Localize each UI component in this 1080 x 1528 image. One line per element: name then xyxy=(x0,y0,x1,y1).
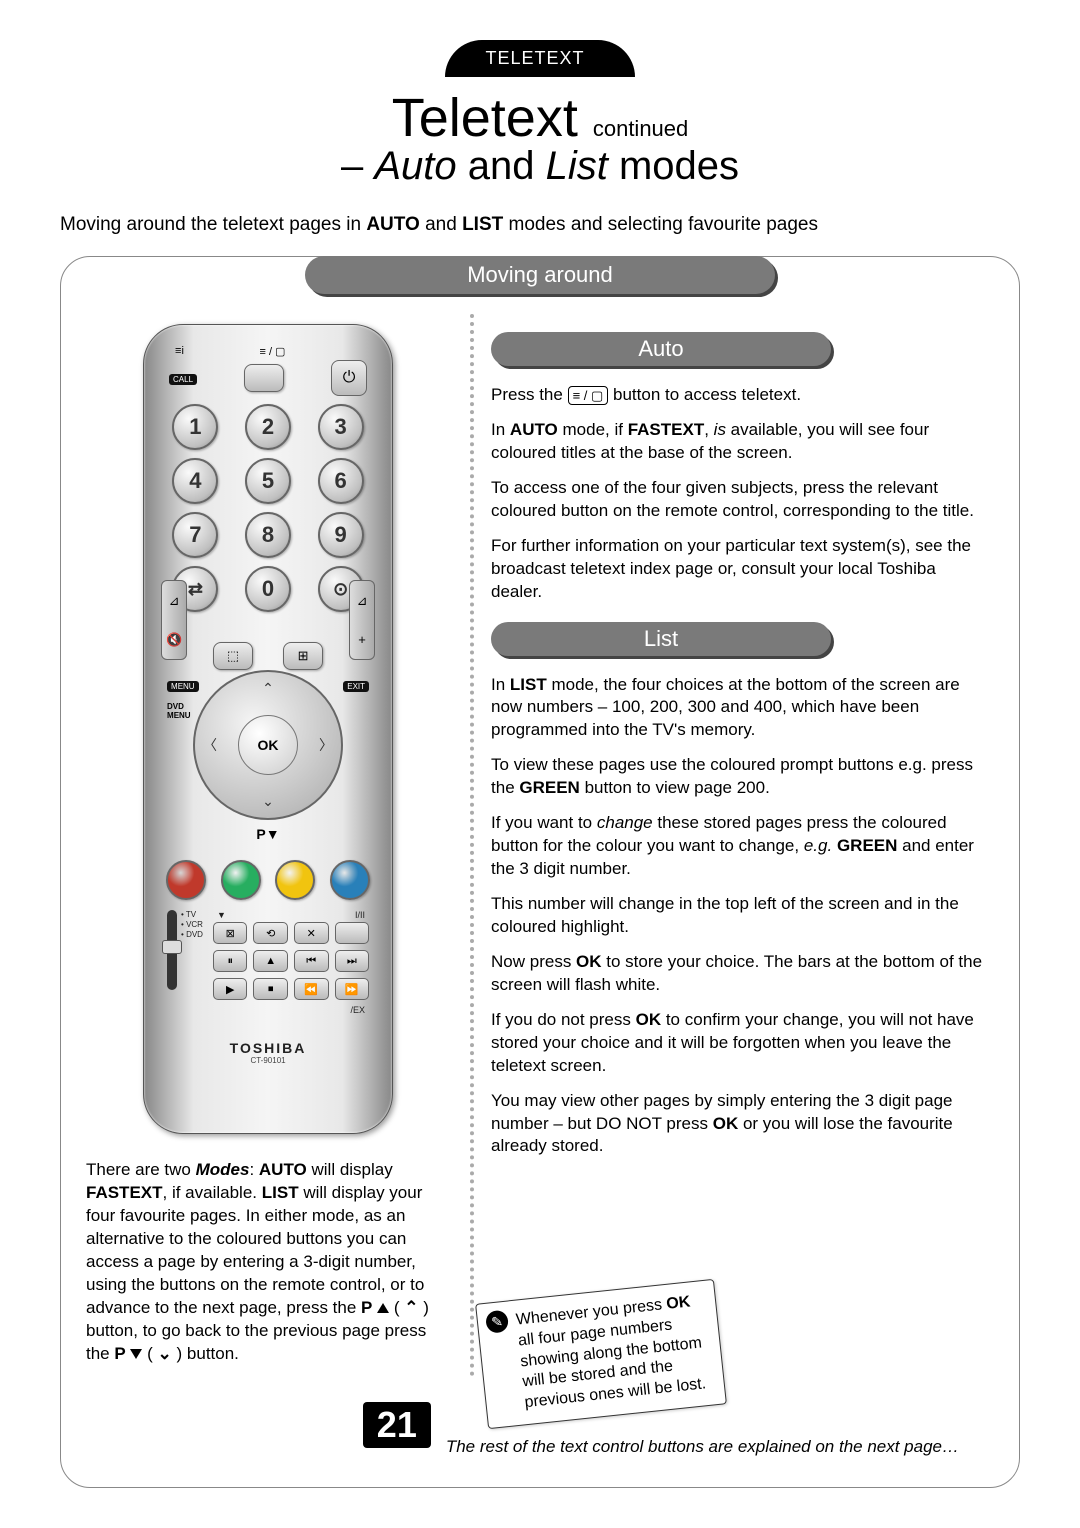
left-arrow-icon[interactable]: 〈 xyxy=(203,735,217,755)
label-info-icon: ≡i xyxy=(175,345,184,358)
transport-button-grid: ⊠ ⟲ ✕ ⏸ ▲ ⏮ ⏭ ▶ ⏹ ⏪ ⏩ xyxy=(213,922,369,1000)
digit-4-button[interactable]: 4 xyxy=(172,458,218,504)
small-button-1[interactable]: ⬚ xyxy=(213,642,253,670)
teletext-icon: ≡ / ▢ xyxy=(568,386,609,406)
stop-button[interactable]: ⏹ xyxy=(253,978,288,1000)
left-paragraph: There are two Modes: AUTO will display F… xyxy=(86,1159,450,1365)
prev-button[interactable]: ⏮ xyxy=(294,950,329,972)
blue-button[interactable] xyxy=(330,860,370,900)
digit-0-button[interactable]: 0 xyxy=(245,566,291,612)
page-number: 21 xyxy=(363,1402,431,1448)
device-slider[interactable] xyxy=(167,910,177,990)
power-button[interactable]: ⏻ xyxy=(331,360,367,396)
digit-8-button[interactable]: 8 xyxy=(245,512,291,558)
digit-2-button[interactable]: 2 xyxy=(245,404,291,450)
slider-labels: • TV• VCR• DVD xyxy=(181,910,203,1018)
section-tab: TELETEXT xyxy=(445,40,634,77)
green-button[interactable] xyxy=(221,860,261,900)
right-column: Auto Press the ≡ / ▢ button to access te… xyxy=(491,314,994,1377)
call-label: CALL xyxy=(169,374,197,385)
down-arrow-icon[interactable]: ⌄ xyxy=(262,793,274,810)
digit-9-button[interactable]: 9 xyxy=(318,512,364,558)
volume-down-button[interactable]: ⊿🔇 xyxy=(161,580,187,660)
continuation-note: The rest of the text control buttons are… xyxy=(446,1437,959,1457)
brand-area: TOSHIBA CT-90101 xyxy=(159,1040,377,1065)
p-down-label: P▼ xyxy=(159,826,377,842)
next-button[interactable]: ⏭ xyxy=(335,950,370,972)
digit-6-button[interactable]: 6 xyxy=(318,458,364,504)
list-pill: List xyxy=(491,622,831,656)
auto-pill: Auto xyxy=(491,332,831,366)
play-button[interactable]: ▶ xyxy=(213,978,248,1000)
nav-pad[interactable]: OK ⌃ ⌄ 〈 〉 xyxy=(193,670,343,820)
up-arrow-icon[interactable]: ⌃ xyxy=(262,680,274,697)
grid-button[interactable]: ⊠ xyxy=(213,922,248,944)
digit-3-button[interactable]: 3 xyxy=(318,404,364,450)
teletext-toggle-button[interactable] xyxy=(244,364,284,392)
moving-around-section: Moving around ≡i ≡ / ▢ CALL ⏻ 123 456 78… xyxy=(60,256,1020,1488)
red-button[interactable] xyxy=(166,860,206,900)
grid-button[interactable]: ✕ xyxy=(294,922,329,944)
grid-button[interactable]: ▲ xyxy=(253,950,288,972)
left-column: ≡i ≡ / ▢ CALL ⏻ 123 456 789 ⇄0⊙ ▭ ⬚ ⊞ xyxy=(86,314,450,1377)
page-subtitle: – Auto and List modes xyxy=(60,144,1020,189)
grid-button[interactable] xyxy=(335,922,370,944)
pause-button[interactable]: ⏸ xyxy=(213,950,248,972)
digit-5-button[interactable]: 5 xyxy=(245,458,291,504)
exit-button[interactable]: EXIT xyxy=(343,681,369,692)
ffwd-button[interactable]: ⏩ xyxy=(335,978,370,1000)
volume-up-button[interactable]: ⊿+ xyxy=(349,580,375,660)
page-title: Teletext continued xyxy=(60,87,1020,149)
note-card: Whenever you press OK all four page numb… xyxy=(475,1279,727,1429)
section-tab-wrap: TELETEXT xyxy=(60,40,1020,77)
moving-around-pill: Moving around xyxy=(305,256,775,294)
rewind-button[interactable]: ⏪ xyxy=(294,978,329,1000)
yellow-button[interactable] xyxy=(275,860,315,900)
ok-button[interactable]: OK xyxy=(238,715,298,775)
menu-button[interactable]: MENU xyxy=(167,681,199,692)
grid-button[interactable]: ⟲ xyxy=(253,922,288,944)
small-button-2[interactable]: ⊞ xyxy=(283,642,323,670)
right-arrow-icon[interactable]: 〉 xyxy=(319,735,333,755)
column-divider xyxy=(470,314,471,1377)
intro-text: Moving around the teletext pages in AUTO… xyxy=(60,214,1020,236)
digit-1-button[interactable]: 1 xyxy=(172,404,218,450)
digit-7-button[interactable]: 7 xyxy=(172,512,218,558)
remote-control: ≡i ≡ / ▢ CALL ⏻ 123 456 789 ⇄0⊙ ▭ ⬚ ⊞ xyxy=(143,324,393,1134)
label-teletext-icon: ≡ / ▢ xyxy=(259,345,285,358)
